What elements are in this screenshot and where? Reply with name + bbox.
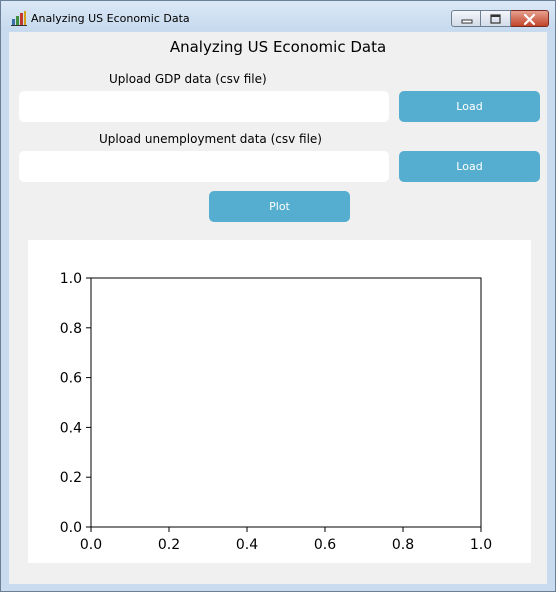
close-button[interactable]: [511, 10, 549, 27]
maximize-button[interactable]: [481, 10, 511, 27]
chart: 0.0 0.2 0.4 0.6 0.8 1.0 0.0 0.2 0.4 0.6 0.8 1.0: [60, 271, 492, 553]
x-tick-label: 0.0: [80, 537, 102, 553]
title-bar[interactable]: Analyzing US Economic Data: [1, 1, 555, 31]
y-tick-label: 0.8: [60, 321, 82, 337]
window-title: Analyzing US Economic Data: [31, 12, 190, 25]
load-gdp-button[interactable]: Load: [399, 91, 540, 122]
minimize-button[interactable]: [451, 10, 481, 27]
load-unemployment-button[interactable]: Load: [399, 151, 540, 182]
main-panel: Analyzing US Economic Data Upload GDP da…: [9, 32, 547, 584]
plot-button[interactable]: Plot: [209, 191, 350, 222]
y-tick-label: 0.4: [60, 420, 82, 436]
plot-canvas: 0.0 0.2 0.4 0.6 0.8 1.0 0.0 0.2 0.4 0.6 0.8 1.0: [28, 240, 531, 563]
x-tick-label: 0.2: [158, 537, 180, 553]
gdp-file-input[interactable]: [19, 91, 389, 122]
x-tick-label: 0.4: [236, 537, 258, 553]
unemployment-file-input[interactable]: [19, 151, 389, 182]
page-title: Analyzing US Economic Data: [169, 38, 387, 56]
close-icon: [523, 13, 536, 26]
y-tick-label: 0.0: [60, 520, 82, 536]
maximize-icon: [490, 14, 501, 24]
y-tick-label: 1.0: [60, 271, 82, 287]
x-tick-label: 0.8: [392, 537, 414, 553]
y-tick-label: 0.2: [60, 470, 82, 486]
axes-frame: [90, 277, 482, 528]
unemployment-upload-label: Upload unemployment data (csv file): [99, 132, 322, 146]
minimize-icon: [461, 19, 473, 24]
bar-chart-icon: [11, 11, 27, 26]
x-tick-label: 0.6: [314, 537, 336, 553]
x-tick-label: 1.0: [470, 537, 492, 553]
gdp-upload-label: Upload GDP data (csv file): [109, 72, 267, 86]
y-tick-label: 0.6: [60, 371, 82, 387]
